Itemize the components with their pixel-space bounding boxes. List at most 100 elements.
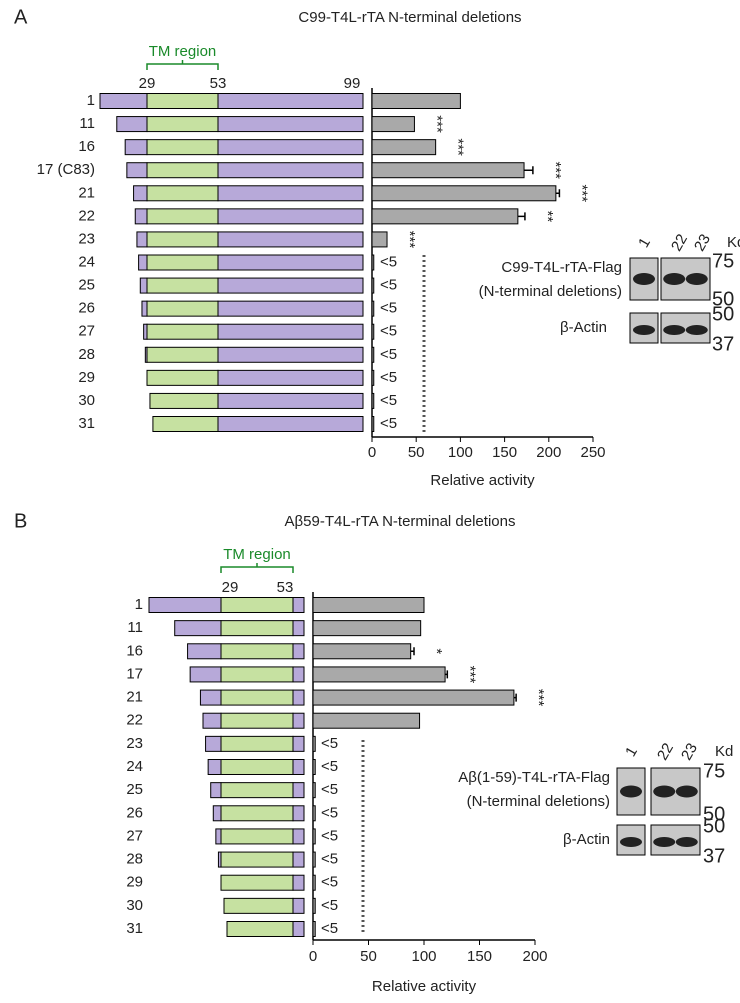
construct-n [189, 666, 222, 683]
construct-c [217, 162, 364, 179]
construct-c [292, 735, 305, 752]
marker: 50 [703, 803, 725, 825]
category-label: 11 [127, 619, 143, 636]
construct-c [217, 300, 364, 317]
value-label: <5 [380, 277, 397, 294]
construct-c [292, 805, 305, 822]
bar [312, 805, 316, 822]
bar [371, 277, 375, 294]
category-label: 25 [126, 781, 143, 798]
chart-title: C99-T4L-rTA N-terminal deletions [298, 9, 521, 26]
construct-tm [220, 805, 294, 822]
construct-c [217, 116, 364, 133]
x-tick-label: 50 [360, 948, 377, 965]
construct-c [217, 369, 364, 386]
blot-protein: C99-T4L-rTA-Flag [501, 259, 622, 276]
lane-label: 23 [691, 231, 714, 254]
value-label: <5 [321, 735, 338, 752]
x-tick-label: 50 [408, 444, 425, 461]
construct-c [292, 597, 305, 613]
construct-n [134, 208, 148, 225]
category-label: 31 [78, 415, 95, 432]
construct-c [217, 93, 364, 109]
construct-c [292, 828, 305, 845]
lane-label: 22 [654, 740, 677, 763]
construct-n [99, 93, 148, 109]
category-label: 30 [126, 897, 143, 914]
value-label: <5 [321, 897, 338, 914]
value-label: <5 [321, 827, 338, 844]
chart-title: Aβ59-T4L-rTA N-terminal deletions [285, 513, 516, 530]
category-label: 17 [126, 665, 143, 682]
construct-n [141, 300, 148, 317]
construct-n [174, 620, 222, 637]
construct-tm [146, 346, 219, 363]
construct-c [292, 689, 305, 706]
construct-n [116, 116, 148, 133]
value-label: <5 [321, 851, 338, 868]
category-label: 26 [78, 300, 95, 317]
bar [312, 828, 316, 845]
error-bar [517, 212, 526, 221]
x-tick-label: 100 [448, 444, 473, 461]
construct-tm [146, 208, 219, 225]
construct-n [205, 735, 222, 752]
lane-label: 22 [668, 231, 691, 254]
blot-note: (N-terminal deletions) [467, 793, 610, 810]
category-label: 1 [135, 596, 143, 613]
tm-label: TM region [223, 546, 291, 563]
construct-c [292, 712, 305, 729]
significance: *** [401, 231, 418, 249]
error-bar [513, 693, 517, 702]
category-label: 16 [78, 138, 95, 155]
construct-c [292, 921, 305, 937]
category-label: 24 [126, 758, 143, 775]
bar [371, 346, 375, 363]
error-bar [445, 670, 449, 679]
marker: 50 [712, 288, 734, 310]
construct-n [210, 782, 222, 799]
blot-band [663, 273, 686, 285]
construct-tm [220, 597, 294, 613]
construct-n [138, 254, 148, 271]
construct-tm [146, 231, 219, 248]
construct-n [143, 323, 148, 340]
bar [371, 323, 375, 340]
x-tick-label: 250 [580, 444, 605, 461]
value-label: <5 [380, 300, 397, 317]
tm-label: TM region [149, 43, 217, 60]
x-tick-label: 100 [411, 948, 436, 965]
construct-c [292, 782, 305, 799]
value-label: <5 [380, 415, 397, 432]
blot-loading: β-Actin [560, 319, 607, 336]
category-label: 21 [78, 184, 95, 201]
value-label: <5 [380, 346, 397, 363]
blot-band [620, 837, 642, 847]
bar [312, 712, 421, 729]
construct-tm [146, 277, 219, 294]
marker: 37 [703, 845, 725, 867]
category-label: 24 [78, 253, 95, 270]
marker: 75 [703, 760, 725, 782]
bar [371, 231, 388, 248]
lane-label: 1 [635, 235, 654, 251]
construct-c [217, 254, 364, 271]
tm-bracket [220, 563, 294, 573]
bar [312, 666, 446, 683]
construct-n [215, 828, 222, 845]
residue-label: 29 [222, 579, 239, 596]
bar [371, 93, 461, 109]
blot-band [675, 837, 698, 847]
blot-band [685, 325, 708, 335]
bar [312, 735, 316, 752]
construct-tm [220, 643, 294, 660]
construct-tm [220, 666, 294, 683]
construct-tm [220, 620, 294, 637]
significance: *** [450, 138, 467, 156]
construct-c [217, 416, 364, 432]
bar [312, 921, 316, 937]
significance: *** [573, 185, 590, 203]
x-axis-label: Relative activity [430, 472, 535, 489]
bar [371, 416, 375, 432]
construct-c [217, 277, 364, 294]
